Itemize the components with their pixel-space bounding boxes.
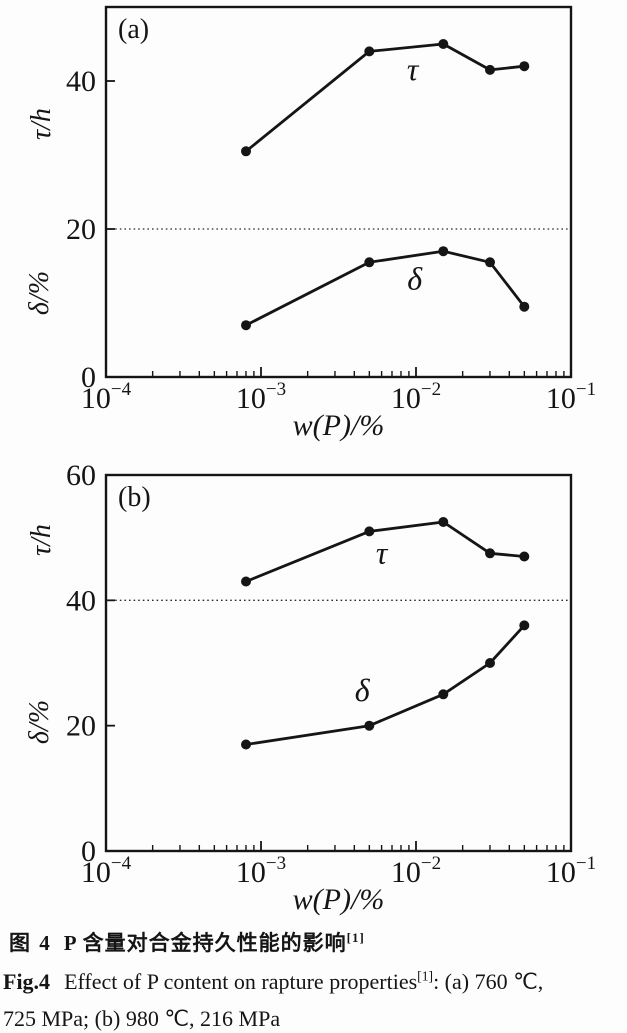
x-tick-label: 10−1 bbox=[546, 853, 596, 889]
data-point-δ bbox=[519, 620, 530, 631]
x-tick-label: 10−2 bbox=[391, 853, 441, 889]
x-tick-label: 10−2 bbox=[391, 379, 441, 415]
data-point-δ bbox=[438, 246, 449, 257]
y-axis-title-elongation: δ/% bbox=[24, 271, 55, 315]
series-label-δ: δ bbox=[355, 672, 371, 708]
data-point-δ bbox=[438, 689, 449, 700]
x-tick-label: 10−1 bbox=[546, 379, 596, 415]
caption-zh-text: P 含量对合金持久性能的影响 bbox=[63, 931, 347, 955]
y-axis-title-rupture-life: τ/h bbox=[26, 108, 57, 140]
caption-zh-reference-mark: [1] bbox=[346, 930, 365, 945]
caption-zh-figure-number: 图 4 bbox=[9, 931, 52, 955]
data-point-τ bbox=[519, 61, 530, 72]
caption-chinese: 图 4 P 含量对合金持久性能的影响[1] bbox=[9, 927, 365, 957]
data-point-τ bbox=[241, 576, 251, 587]
caption-english-line1: Fig.4 Effect of P content on rapture prop… bbox=[3, 969, 543, 995]
caption-en-conditions-a: : (a) 760 ℃, bbox=[433, 969, 544, 994]
x-axis-title: w(P)/% bbox=[293, 883, 385, 916]
data-point-δ bbox=[241, 320, 251, 331]
y-tick-label: 0 bbox=[81, 361, 96, 394]
panel-label: (a) bbox=[118, 14, 149, 45]
caption-en-figure-number: Fig.4 bbox=[3, 969, 51, 994]
data-point-τ bbox=[364, 46, 375, 57]
series-label-τ: τ bbox=[407, 51, 420, 87]
x-axis-title: w(P)/% bbox=[293, 409, 385, 442]
plot-frame bbox=[104, 473, 573, 853]
data-point-δ bbox=[364, 720, 375, 731]
y-tick-label: 0 bbox=[81, 835, 96, 868]
data-point-δ bbox=[485, 257, 495, 268]
y-tick-label: 20 bbox=[66, 710, 96, 743]
series-line-τ bbox=[244, 42, 526, 153]
x-tick-label: 10−4 bbox=[81, 853, 132, 889]
panel-label: (b) bbox=[118, 482, 151, 513]
chart-panel-b-rupture-properties: 10−4 10−3 10−2 10−1 0 20 40 60 w(P)/% τ/h δ/% (b) τ δ bbox=[24, 459, 596, 916]
plot-frame bbox=[104, 5, 573, 379]
data-point-τ bbox=[438, 39, 449, 49]
series-label-τ: τ bbox=[376, 534, 389, 570]
caption-en-reference-mark: [1] bbox=[417, 968, 434, 984]
y-tick-label: 60 bbox=[66, 459, 96, 492]
x-tick-label: 10−3 bbox=[236, 379, 286, 415]
y-tick-label: 40 bbox=[66, 584, 96, 617]
caption-en-text: Effect of P content on rapture propertie… bbox=[64, 969, 418, 994]
y-tick-label: 40 bbox=[66, 65, 96, 98]
chart-panel-a-rupture-properties: 10−4 10−3 10−2 10−1 0 20 40 w(P)/% τ/h δ/% (a) τ δ bbox=[24, 5, 596, 442]
data-point-δ bbox=[241, 739, 251, 750]
data-point-τ bbox=[485, 64, 495, 75]
series-line-δ bbox=[244, 624, 526, 746]
caption-english-line2: 725 MPa; (b) 980 ℃, 216 MPa bbox=[3, 1006, 281, 1031]
series-label-δ: δ bbox=[407, 260, 423, 296]
data-point-τ bbox=[364, 526, 375, 537]
y-axis-title-rupture-life: τ/h bbox=[26, 524, 57, 556]
x-tick-label: 10−4 bbox=[81, 379, 132, 415]
data-point-δ bbox=[485, 658, 495, 668]
data-point-τ bbox=[485, 548, 495, 559]
data-point-τ bbox=[241, 146, 251, 157]
x-tick-label: 10−3 bbox=[236, 853, 286, 889]
data-point-δ bbox=[364, 257, 375, 268]
data-point-τ bbox=[519, 551, 530, 562]
data-point-δ bbox=[519, 301, 530, 312]
y-axis-title-elongation: δ/% bbox=[24, 700, 55, 744]
data-point-τ bbox=[438, 517, 449, 527]
series-line-δ bbox=[244, 249, 526, 327]
y-tick-label: 20 bbox=[66, 213, 96, 246]
